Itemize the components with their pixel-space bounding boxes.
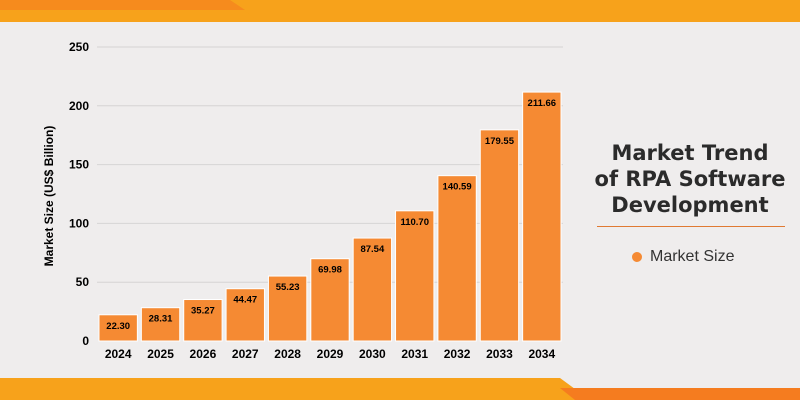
bar	[479, 129, 520, 342]
bar	[140, 307, 181, 342]
x-tick-label: 2028	[274, 347, 301, 361]
bar	[352, 237, 393, 342]
bar	[183, 299, 223, 342]
x-tick-label: 2026	[190, 347, 217, 361]
x-tick-label: 2030	[359, 347, 386, 361]
bar-data-label: 44.47	[233, 295, 257, 306]
bar	[225, 288, 265, 342]
y-tick-label: 200	[69, 99, 89, 113]
bar-data-label: 55.23	[276, 282, 300, 293]
y-axis-title: Market Size (US$ Billion)	[42, 126, 56, 267]
bar	[310, 258, 350, 342]
title-divider	[597, 226, 785, 227]
bar	[395, 210, 435, 342]
top-band-dark	[0, 0, 245, 10]
bar-data-label: 211.66	[528, 98, 557, 109]
legend-marker	[632, 252, 642, 262]
side-title-line-1: Market Trend	[611, 141, 769, 165]
y-tick-label: 150	[69, 158, 89, 172]
x-tick-label: 2032	[444, 347, 471, 361]
y-tick-label: 50	[76, 275, 90, 289]
bar-data-label: 28.31	[149, 314, 173, 325]
bar-data-label: 140.59	[443, 182, 472, 193]
y-tick-label: 0	[82, 334, 89, 348]
x-tick-label: 2033	[486, 347, 513, 361]
x-tick-label: 2027	[232, 347, 259, 361]
x-tick-label: 2029	[317, 347, 344, 361]
bar-data-label: 87.54	[360, 244, 384, 255]
x-tick-label: 2024	[105, 347, 132, 361]
y-tick-label: 100	[69, 216, 89, 230]
bar	[522, 91, 562, 342]
x-tick-label: 2025	[147, 347, 174, 361]
legend: Market Size	[632, 248, 734, 266]
bottom-band-left	[0, 378, 590, 400]
side-title-line-3: Development	[611, 193, 769, 217]
bar-data-label: 69.98	[318, 265, 342, 276]
legend-label: Market Size	[650, 248, 735, 265]
chart-side-title: Market Trend of RPA Software Development	[590, 140, 790, 218]
bar-data-label: 35.27	[191, 306, 215, 317]
bottom-band-right	[560, 388, 800, 400]
bar-data-label: 110.70	[400, 217, 429, 228]
top-band-right	[230, 0, 800, 22]
bar-data-label: 22.30	[106, 321, 130, 332]
bar	[437, 175, 477, 342]
x-tick-label: 2031	[401, 347, 428, 361]
bar	[98, 314, 138, 342]
bar	[267, 275, 308, 342]
bar-data-label: 179.55	[485, 136, 515, 147]
y-tick-label: 250	[69, 40, 89, 54]
x-tick-label: 2034	[528, 347, 555, 361]
side-title-line-2: of RPA Software	[594, 167, 786, 191]
